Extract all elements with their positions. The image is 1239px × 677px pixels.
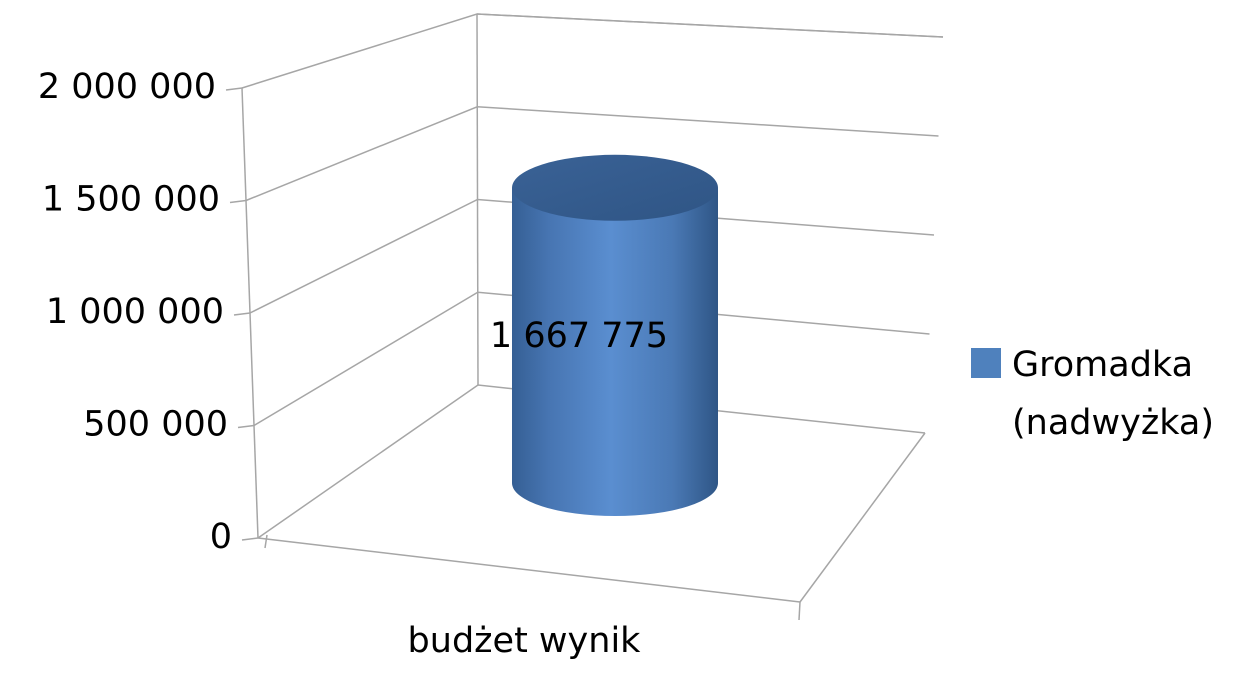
- legend: Gromadka (nadwyżka): [971, 345, 1214, 443]
- gridline-top: [476, 13, 944, 38]
- y-axis-line: [241, 87, 259, 539]
- legend-label-line2: (nadwyżka): [1012, 403, 1214, 443]
- y-tick-mark: [225, 87, 243, 91]
- x-tick-label: budżet wynik: [408, 621, 642, 661]
- y-tick-label: 2 000 000: [38, 67, 216, 107]
- x-axis-line: [257, 537, 801, 603]
- axes: [225, 13, 926, 621]
- bar-cylinder-top: [512, 154, 718, 221]
- y-tick-label: 1 500 000: [42, 180, 220, 220]
- legend-label-line1: Gromadka: [1012, 345, 1193, 385]
- back-wall-edge: [476, 13, 479, 386]
- y-tick-labels: 0 500 000 1 000 000 1 500 000 2 000 000: [38, 67, 232, 557]
- y-tick-label: 0: [210, 517, 232, 557]
- y-tick-mark: [229, 199, 247, 204]
- series-bars: [512, 154, 718, 516]
- y-tick-mark: [233, 312, 251, 316]
- y-tick-label: 1 000 000: [46, 292, 224, 332]
- gridline: [241, 13, 944, 89]
- y-tick-label: 500 000: [83, 405, 228, 445]
- x-tick-mark: [264, 534, 268, 549]
- y-tick-mark: [241, 537, 259, 541]
- y-tick-mark: [237, 424, 255, 429]
- data-label: 1 667 775: [490, 316, 668, 356]
- legend-swatch: [971, 348, 1001, 378]
- x-tick-mark: [798, 601, 801, 621]
- bar-cylinder-body: [512, 187, 718, 516]
- floor-right-edge: [799, 432, 926, 603]
